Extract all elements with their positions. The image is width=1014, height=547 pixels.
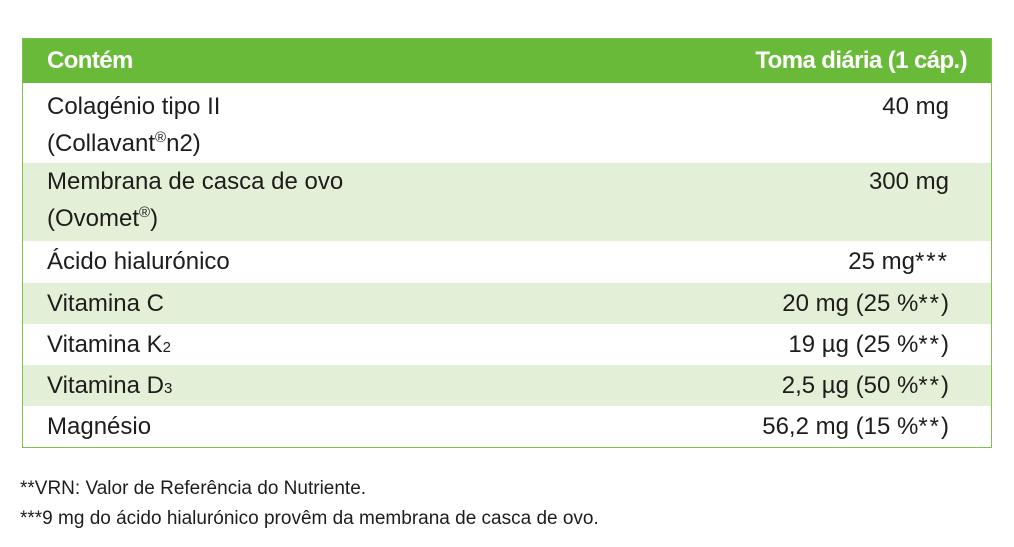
row-value: 20 mg (25 %**) [782, 290, 949, 317]
row-name-line2: (Collavant®n2) [47, 129, 201, 157]
row-name: Vitamina K2 [47, 331, 171, 358]
table-row-vitamin-d3: Vitamina D3 2,5 µg (50 %**) [23, 365, 991, 406]
table-row-magnesium: Magnésio 56,2 mg (15 %**) [23, 406, 991, 447]
row-value: 300 mg [868, 168, 949, 195]
registered-mark: ® [155, 129, 167, 146]
table-row-collagen: Colagénio tipo II (Collavant®n2) 40 mg [23, 83, 991, 163]
row-name: Vitamina C [47, 290, 164, 317]
row-value: 2,5 µg (50 %**) [781, 372, 949, 399]
footnote-hyaluronic: ***9 mg do ácido hialurónico provêm da m… [20, 508, 599, 529]
row-name: Vitamina D3 [47, 372, 173, 399]
footnote-vrn: **VRN: Valor de Referência do Nutriente. [20, 478, 367, 499]
row-name: Colagénio tipo II (Collavant®n2) [47, 91, 220, 159]
registered-mark: ® [139, 204, 151, 221]
table-header: Contém Toma diária (1 cáp.) [23, 39, 991, 83]
table-row-eggshell-membrane: Membrana de casca de ovo (Ovomet®) 300 m… [23, 163, 991, 241]
row-value: 19 µg (25 %**) [788, 331, 949, 358]
row-name: Magnésio [47, 413, 152, 440]
table-row-vitamin-c: Vitamina C 20 mg (25 %**) [23, 283, 991, 324]
row-value: 25 mg*** [848, 248, 949, 275]
header-contains: Contém [47, 47, 133, 74]
row-name: Membrana de casca de ovo (Ovomet®) [47, 166, 343, 234]
nutrition-table: Contém Toma diária (1 cáp.) Colagénio ti… [22, 38, 992, 448]
table-row-vitamin-k2: Vitamina K2 19 µg (25 %**) [23, 324, 991, 365]
row-name-line1: Membrana de casca de ovo [47, 168, 344, 195]
row-value: 56,2 mg (15 %**) [762, 413, 949, 440]
table-row-hyaluronic-acid: Ácido hialurónico 25 mg*** [23, 241, 991, 283]
row-name-line1: Colagénio tipo II [47, 93, 221, 120]
row-name-line2: (Ovomet®) [47, 204, 159, 232]
row-value: 40 mg [882, 93, 949, 120]
row-name: Ácido hialurónico [47, 248, 230, 275]
footnotes: **VRN: Valor de Referência do Nutriente.… [20, 474, 599, 534]
header-daily-dose: Toma diária (1 cáp.) [755, 47, 967, 74]
